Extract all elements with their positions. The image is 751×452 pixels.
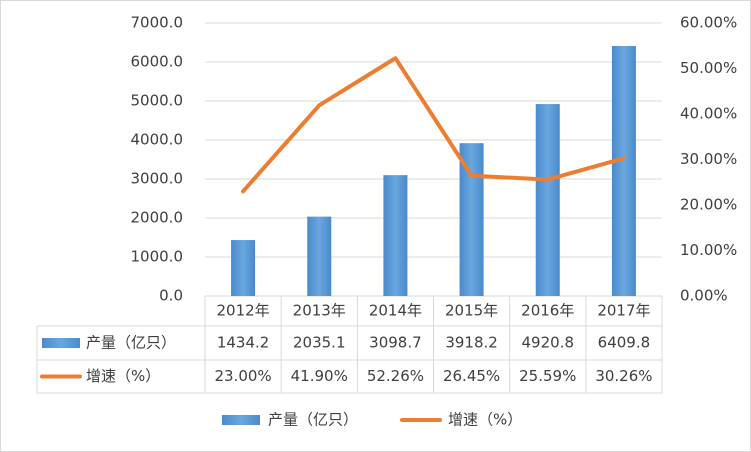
y2-tick-label: 30.00% (680, 150, 737, 168)
table-cell: 4920.8 (522, 334, 575, 352)
table-series-name: 增速（%） (86, 367, 160, 385)
legend-key (42, 338, 80, 348)
y2-tick-label: 20.00% (680, 196, 737, 214)
table-cell: 30.26% (595, 367, 652, 385)
x-tick-label: 2014年 (369, 302, 422, 320)
table-cell: 25.59% (519, 367, 576, 385)
y-tick-label: 4000.0 (131, 131, 184, 149)
y2-tick-label: 0.00% (680, 287, 728, 305)
bar (231, 240, 256, 296)
y2-tick-label: 60.00% (680, 14, 737, 32)
y-tick-label: 7000.0 (131, 14, 184, 32)
bar (307, 216, 332, 296)
x-tick-label: 2016年 (521, 302, 574, 320)
x-tick-label: 2012年 (216, 302, 269, 320)
x-tick-label: 2015年 (445, 302, 498, 320)
y-tick-label: 1000.0 (131, 248, 184, 266)
y-tick-label: 5000.0 (131, 92, 184, 110)
y-tick-label: 6000.0 (131, 53, 184, 71)
bar (535, 104, 560, 296)
table-cell: 1434.2 (217, 334, 270, 352)
y2-tick-label: 10.00% (680, 241, 737, 259)
table-cell: 3918.2 (445, 334, 498, 352)
y-tick-label: 2000.0 (131, 209, 184, 227)
x-tick-label: 2017年 (597, 302, 650, 320)
bar (611, 46, 636, 297)
table-cell: 23.00% (214, 367, 271, 385)
table-series-name: 产量（亿只） (86, 334, 176, 352)
legend-label: 产量（亿只） (268, 411, 358, 429)
table-cell: 26.45% (443, 367, 500, 385)
y2-tick-label: 40.00% (680, 105, 737, 123)
table-cell: 6409.8 (598, 334, 651, 352)
y-tick-label: 3000.0 (131, 170, 184, 188)
y2-tick-label: 50.00% (680, 59, 737, 77)
y-tick-label: 0.0 (159, 287, 183, 305)
bar (383, 175, 408, 296)
legend-label: 增速（%） (448, 411, 522, 429)
table-cell: 2035.1 (293, 334, 346, 352)
table-cell: 41.90% (291, 367, 348, 385)
legend-key (222, 415, 260, 425)
line (241, 56, 626, 194)
table-cell: 3098.7 (369, 334, 422, 352)
x-tick-label: 2013年 (293, 302, 346, 320)
bar (459, 143, 484, 296)
table-cell: 52.26% (367, 367, 424, 385)
